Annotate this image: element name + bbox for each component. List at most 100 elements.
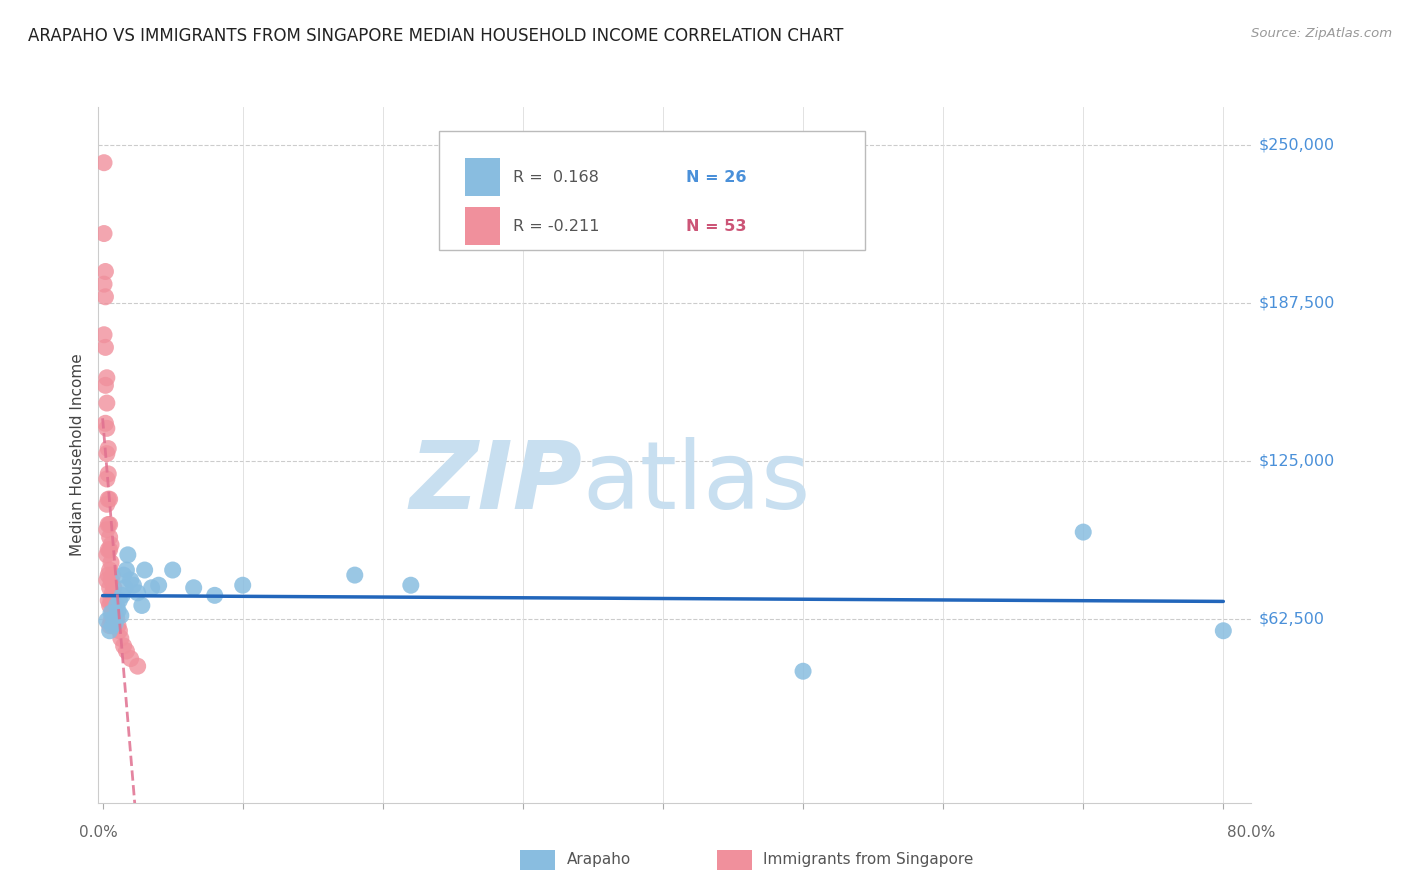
Point — [96, 472, 118, 486]
Point — [117, 548, 139, 562]
Point — [98, 530, 121, 544]
Point — [94, 264, 117, 278]
Point — [104, 606, 127, 620]
Point — [98, 581, 121, 595]
FancyBboxPatch shape — [465, 158, 499, 196]
Point — [96, 548, 118, 562]
Point — [98, 542, 121, 557]
Point — [115, 563, 138, 577]
Point — [94, 378, 117, 392]
Point — [1212, 624, 1234, 638]
Point — [100, 593, 122, 607]
Text: N = 53: N = 53 — [686, 219, 747, 234]
Point — [97, 517, 120, 532]
Point — [105, 599, 128, 613]
Point — [98, 618, 121, 632]
Point — [100, 614, 122, 628]
Point — [97, 442, 120, 456]
Point — [127, 659, 149, 673]
Text: R =  0.168: R = 0.168 — [513, 169, 599, 185]
Point — [101, 568, 124, 582]
Point — [112, 568, 135, 582]
Y-axis label: Median Household Income: Median Household Income — [70, 353, 86, 557]
Point — [98, 599, 121, 613]
Point — [141, 581, 163, 595]
Text: Arapaho: Arapaho — [567, 853, 631, 867]
Point — [115, 644, 138, 658]
Point — [93, 155, 115, 169]
Point — [101, 586, 124, 600]
Point — [162, 563, 184, 577]
Text: Immigrants from Singapore: Immigrants from Singapore — [763, 853, 974, 867]
Text: 0.0%: 0.0% — [79, 825, 118, 840]
FancyBboxPatch shape — [465, 207, 499, 245]
Point — [94, 290, 117, 304]
Point — [148, 578, 170, 592]
Point — [94, 340, 117, 354]
Point — [96, 614, 118, 628]
Point — [131, 599, 153, 613]
Text: ARAPAHO VS IMMIGRANTS FROM SINGAPORE MEDIAN HOUSEHOLD INCOME CORRELATION CHART: ARAPAHO VS IMMIGRANTS FROM SINGAPORE MED… — [28, 27, 844, 45]
Point — [96, 573, 118, 587]
Point — [93, 277, 115, 292]
Point — [110, 632, 132, 646]
Text: N = 26: N = 26 — [686, 169, 747, 185]
Point — [96, 523, 118, 537]
Point — [103, 581, 125, 595]
Text: R = -0.211: R = -0.211 — [513, 219, 600, 234]
Point — [103, 599, 125, 613]
Point — [98, 517, 121, 532]
Text: ZIP: ZIP — [409, 437, 582, 529]
Point — [111, 588, 134, 602]
Point — [96, 497, 118, 511]
Point — [93, 227, 115, 241]
Text: $62,500: $62,500 — [1258, 612, 1324, 627]
Point — [97, 492, 120, 507]
Point — [107, 618, 129, 632]
Point — [1071, 525, 1094, 540]
Point — [134, 563, 156, 577]
Point — [120, 651, 142, 665]
Point — [96, 396, 118, 410]
Point — [105, 611, 128, 625]
Point — [120, 573, 142, 587]
Point — [122, 578, 145, 592]
Text: $187,500: $187,500 — [1258, 295, 1334, 310]
Point — [101, 606, 124, 620]
Point — [94, 417, 117, 431]
Point — [232, 578, 254, 592]
Point — [96, 421, 118, 435]
Point — [96, 370, 118, 384]
Point — [127, 586, 149, 600]
Point — [100, 573, 122, 587]
Point — [97, 593, 120, 607]
Point — [98, 624, 121, 638]
Point — [204, 588, 226, 602]
Point — [399, 578, 422, 592]
Point — [114, 581, 136, 595]
Point — [100, 538, 122, 552]
Point — [343, 568, 366, 582]
Point — [93, 327, 115, 342]
Point — [183, 581, 205, 595]
Point — [98, 563, 121, 577]
Point — [97, 467, 120, 481]
Point — [100, 606, 122, 620]
Point — [112, 639, 135, 653]
Point — [100, 556, 122, 570]
Point — [103, 618, 125, 632]
Point — [108, 593, 131, 607]
Text: 80.0%: 80.0% — [1227, 825, 1275, 840]
Point — [97, 542, 120, 557]
Point — [108, 624, 131, 638]
Point — [104, 616, 127, 631]
Point — [101, 618, 124, 632]
Point — [96, 447, 118, 461]
Point — [107, 603, 129, 617]
Point — [792, 665, 814, 679]
Text: $125,000: $125,000 — [1258, 454, 1334, 468]
Point — [98, 492, 121, 507]
Point — [103, 611, 125, 625]
Text: Source: ZipAtlas.com: Source: ZipAtlas.com — [1251, 27, 1392, 40]
FancyBboxPatch shape — [439, 131, 865, 250]
